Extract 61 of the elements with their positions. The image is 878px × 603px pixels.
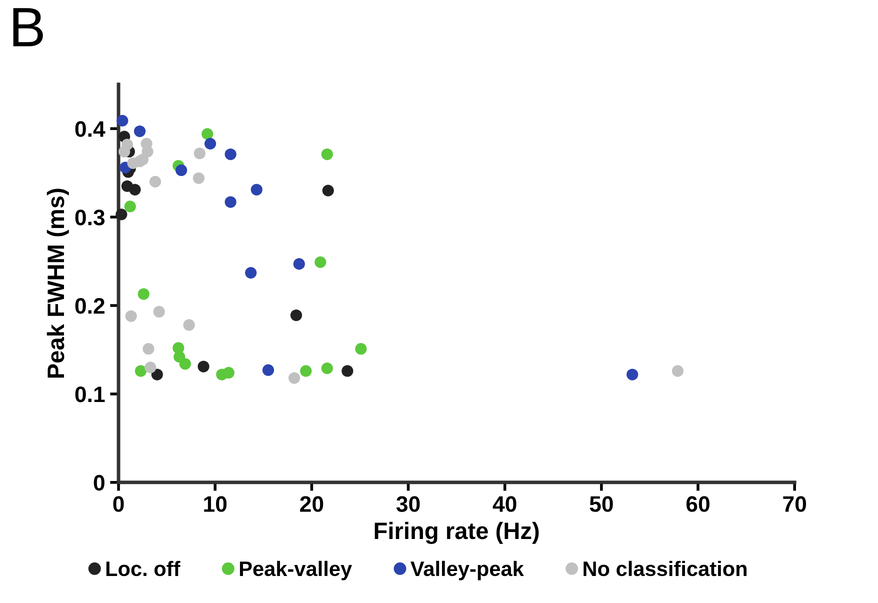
point: [245, 266, 257, 279]
point: [293, 258, 305, 270]
legend-label: Peak-valley: [240, 560, 352, 580]
point: [138, 288, 150, 300]
point: [192, 172, 204, 184]
point: [198, 360, 210, 372]
point: [134, 365, 147, 377]
point: [204, 138, 216, 150]
x-tick-label: 10: [204, 496, 227, 512]
point: [153, 306, 165, 318]
point: [194, 148, 206, 160]
x-tick-label: 20: [300, 496, 324, 512]
point: [342, 365, 354, 377]
legend-label: Valley-peak: [410, 560, 524, 580]
point: [179, 358, 191, 370]
x-axis-title: Firing rate (Hz): [374, 522, 539, 544]
point: [127, 157, 139, 169]
point: [129, 184, 141, 196]
legend-label: No classification: [584, 560, 747, 576]
legend-label: Loc. off: [106, 560, 180, 576]
point: [118, 146, 130, 158]
point: [116, 208, 128, 220]
chart-title: B: [13, 8, 43, 46]
point: [321, 148, 333, 160]
point: [321, 362, 333, 374]
point: [142, 343, 154, 355]
point: [262, 364, 274, 376]
point: [224, 148, 236, 160]
point: [134, 125, 146, 138]
point: [300, 365, 312, 377]
x-tick-label: 50: [590, 496, 613, 512]
point: [151, 368, 163, 380]
x-tick-label: 70: [783, 496, 806, 512]
point: [288, 372, 300, 384]
point: [202, 128, 214, 140]
y-tick-label: 0.2: [75, 298, 104, 314]
point: [290, 309, 302, 322]
point: [144, 362, 156, 374]
point: [124, 200, 136, 212]
point: [183, 319, 195, 331]
point: [224, 196, 236, 208]
y-tick-label: 0.4: [75, 121, 106, 137]
x-tick-label: 30: [396, 496, 420, 512]
point: [322, 184, 334, 196]
point: [149, 176, 162, 188]
y-tick-label: 0: [94, 474, 104, 491]
x-tick-label: 60: [686, 496, 710, 512]
point: [125, 310, 137, 322]
x-tick-label: 0: [113, 496, 124, 512]
y-tick-label: 0.3: [75, 210, 105, 226]
point: [222, 366, 234, 379]
point: [672, 365, 684, 377]
point: [175, 164, 188, 176]
point: [626, 368, 638, 380]
point: [116, 114, 128, 126]
point: [355, 343, 367, 355]
point: [250, 184, 262, 196]
x-tick-label: 40: [492, 496, 516, 512]
point: [314, 256, 326, 268]
y-axis-title: Peak FWHM (ms): [46, 188, 69, 378]
y-tick-label: 0.1: [75, 386, 105, 402]
